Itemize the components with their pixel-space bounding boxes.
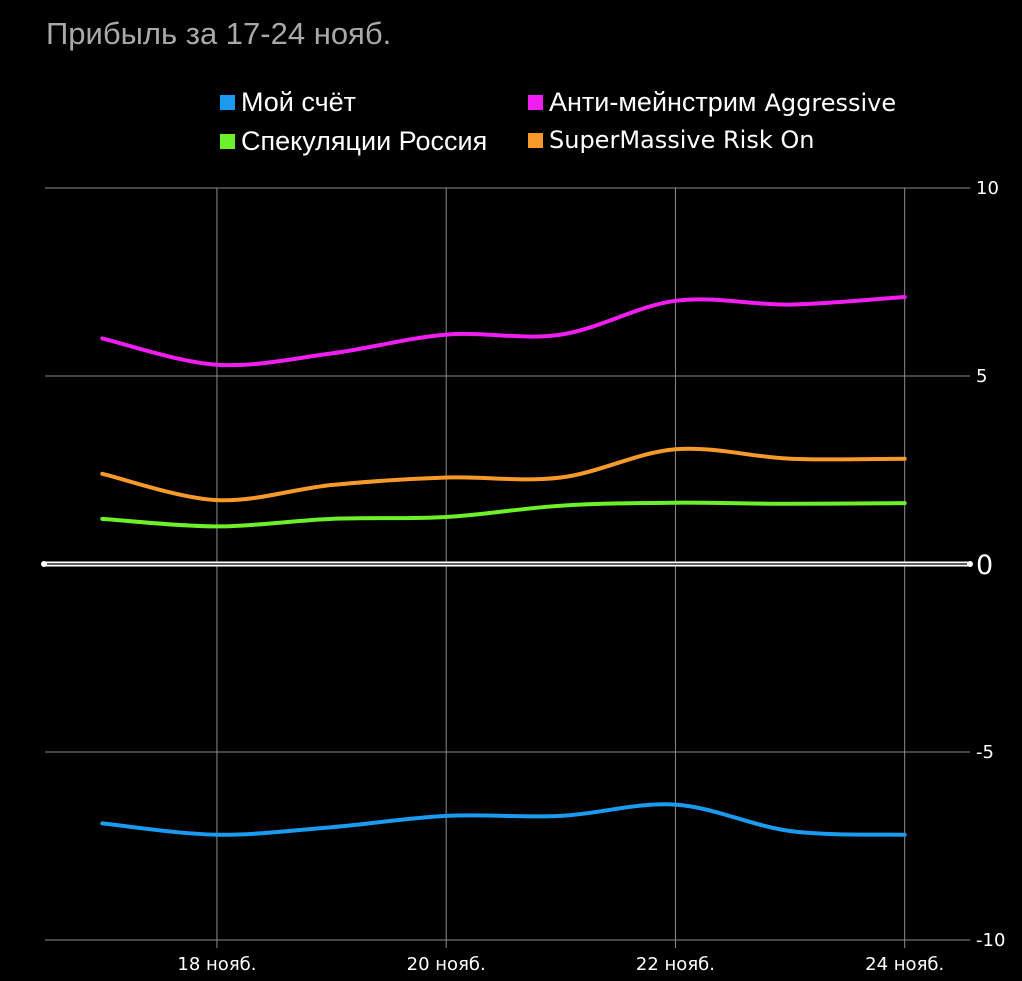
y-tick-label: 10 — [976, 178, 999, 199]
y-tick-label: 5 — [976, 366, 987, 387]
x-tick-label: 22 нояб. — [636, 954, 715, 975]
legend-swatch-speculation-russia — [220, 134, 235, 149]
legend-swatch-supermassive — [528, 132, 543, 148]
series-line-2 — [100, 500, 907, 529]
legend-label-suffix-aggressive: Aggressive — [764, 88, 897, 117]
legend-item-anti-mainstream[interactable]: Анти-мейнстрим Aggressive — [528, 87, 896, 118]
legend-label-anti-mainstream: Анти-мейнстрим — [549, 87, 757, 117]
series-line-1 — [100, 295, 907, 368]
chart-title: Прибыль за 17-24 нояб. — [46, 16, 392, 51]
legend-swatch-my-account — [220, 95, 235, 110]
legend-swatch-anti-mainstream — [528, 95, 543, 110]
series-lines — [100, 295, 907, 837]
legend-item-supermassive[interactable]: SuperMassive Risk On — [528, 126, 814, 154]
zero-axis-start-dot — [41, 561, 47, 567]
y-tick-label: -10 — [976, 930, 1005, 951]
grid — [45, 187, 970, 948]
y-tick-label: 0 — [976, 550, 993, 581]
zero-axis-end-dot — [967, 561, 973, 567]
x-tick-label: 18 нояб. — [177, 954, 256, 975]
legend-label-speculation-russia: Спекуляции Россия — [241, 126, 488, 156]
series-line-0 — [100, 802, 907, 837]
legend-item-speculation-russia[interactable]: Спекуляции Россия — [220, 126, 487, 157]
legend-item-my-account[interactable]: Мой счёт — [220, 87, 356, 118]
axes: 10 5 0 -5 -10 18 нояб. 20 нояб. 22 нояб. 24 нояб… — [41, 178, 1005, 975]
x-tick-label: 24 нояб. — [865, 954, 944, 975]
legend-label-my-account: Мой счёт — [241, 87, 357, 117]
y-tick-label: -5 — [976, 742, 994, 763]
x-tick-label: 20 нояб. — [407, 954, 486, 975]
series-line-3 — [100, 446, 907, 503]
legend-label-supermassive: SuperMassive Risk On — [549, 126, 815, 154]
